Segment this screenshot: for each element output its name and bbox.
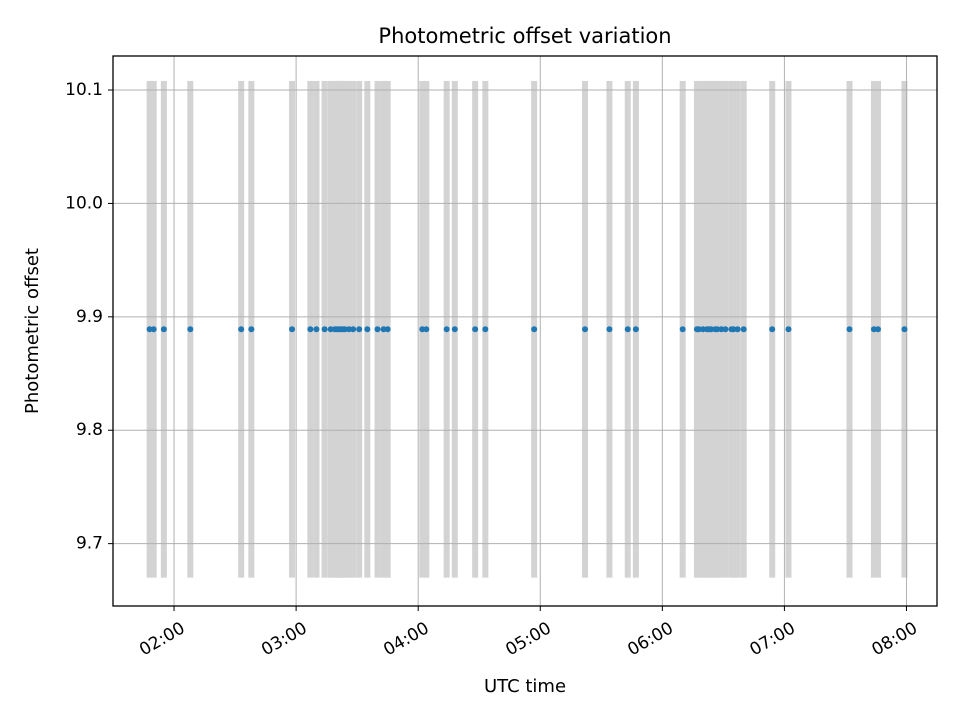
- data-point: [482, 326, 489, 333]
- data-point: [472, 326, 479, 333]
- data-point: [443, 326, 450, 333]
- data-point: [384, 326, 391, 333]
- data-point: [606, 326, 613, 333]
- data-point: [374, 326, 381, 333]
- data-point: [350, 326, 357, 333]
- data-point: [624, 326, 631, 333]
- data-point: [289, 326, 296, 333]
- data-point: [901, 326, 908, 333]
- points-layer: [146, 326, 908, 333]
- grid-layer: [113, 56, 937, 606]
- chart-title: Photometric offset variation: [378, 24, 671, 48]
- data-point: [769, 326, 776, 333]
- data-point: [740, 326, 747, 333]
- data-point: [451, 326, 458, 333]
- data-point: [313, 326, 320, 333]
- data-point: [307, 326, 314, 333]
- y-tick-label: 10.1: [65, 80, 103, 100]
- y-axis-label: Photometric offset: [22, 248, 43, 414]
- plot-area-frame: [112, 55, 938, 607]
- data-point: [734, 326, 741, 333]
- y-tick-label: 9.7: [76, 534, 103, 554]
- data-point: [248, 326, 255, 333]
- y-tick-label: 9.9: [76, 307, 103, 327]
- data-point: [531, 326, 538, 333]
- data-point: [321, 326, 328, 333]
- data-point: [160, 326, 167, 333]
- data-point: [423, 326, 430, 333]
- data-point: [679, 326, 686, 333]
- data-point: [632, 326, 639, 333]
- y-tick-label: 9.8: [76, 420, 103, 440]
- data-point: [846, 326, 853, 333]
- data-point: [722, 326, 729, 333]
- data-point: [582, 326, 589, 333]
- y-tick-label: 10.0: [65, 193, 103, 213]
- data-point: [356, 326, 363, 333]
- data-point: [187, 326, 194, 333]
- data-point: [874, 326, 881, 333]
- data-point: [364, 326, 371, 333]
- data-point: [238, 326, 245, 333]
- data-point: [150, 326, 157, 333]
- x-axis-label: UTC time: [484, 676, 566, 697]
- data-point: [785, 326, 792, 333]
